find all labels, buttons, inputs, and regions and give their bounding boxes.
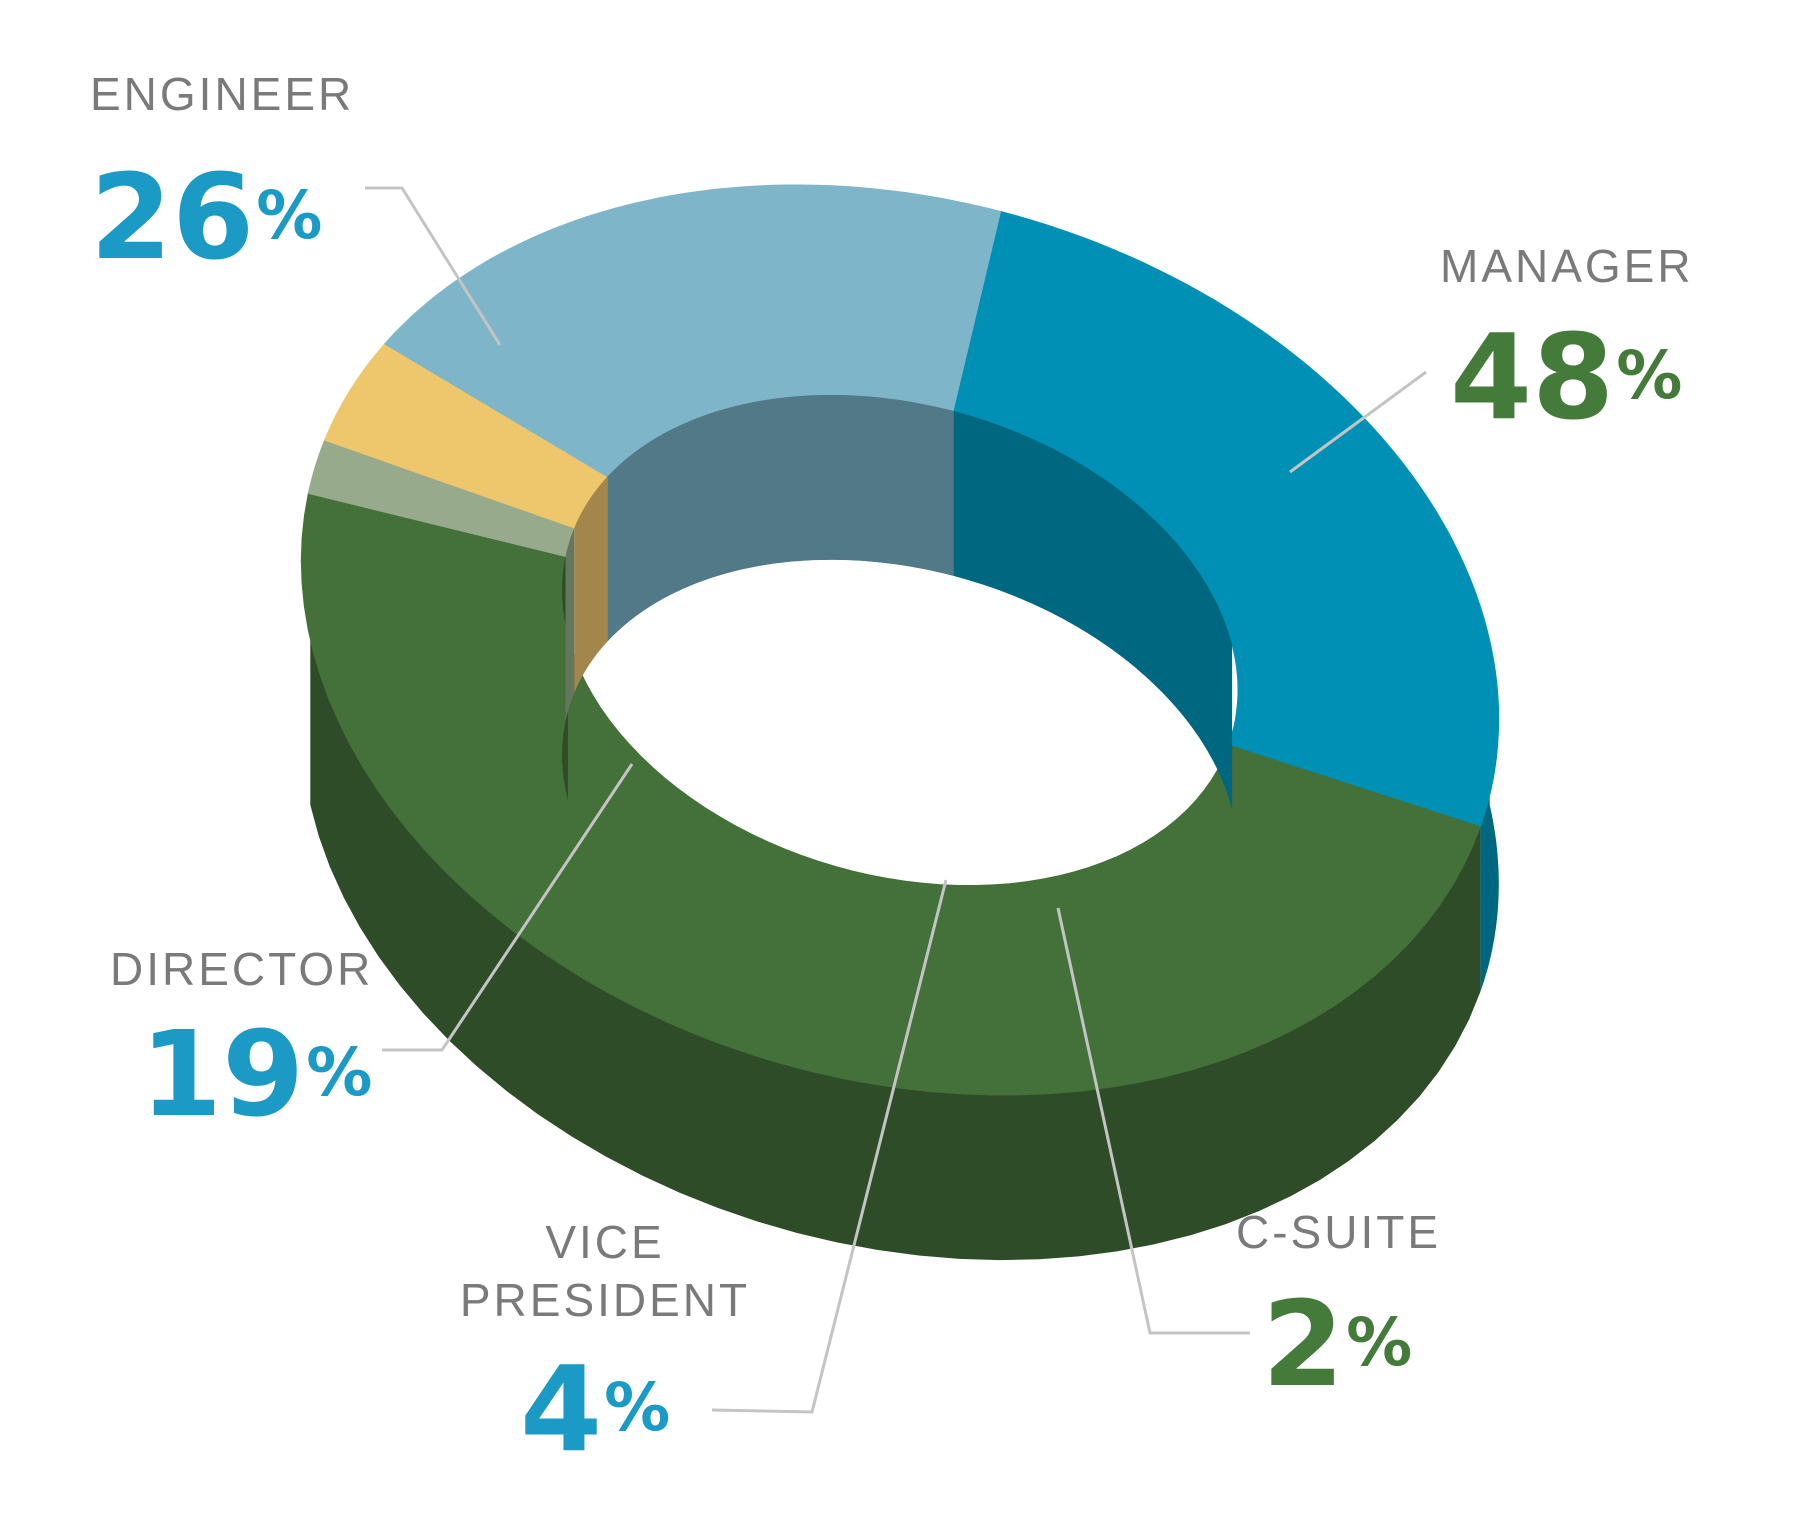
hole-opening	[562, 560, 1238, 885]
donut-hole	[562, 394, 1238, 885]
leader-engineer	[365, 186, 502, 346]
leader-director	[382, 763, 634, 1052]
hole-wall-c-suite	[565, 528, 575, 722]
hole-wall-director	[607, 394, 954, 642]
label-value-engineer: 26%	[90, 148, 322, 286]
side-manager	[310, 640, 1481, 1261]
leader-c-suite	[1056, 907, 1250, 1335]
label-name-manager: MANAGER	[1440, 240, 1694, 292]
label-value-manager: 48%	[1450, 308, 1682, 446]
label-name-engineer: ENGINEER	[90, 68, 354, 120]
leader-vice-president	[711, 879, 948, 1414]
label-name-c-suite: C-SUITE	[1236, 1206, 1441, 1258]
hole-wall-vice-president	[574, 476, 608, 693]
label-value-director: 19%	[140, 1005, 372, 1143]
hole-wall-engineer	[953, 410, 1233, 810]
label-value-vice-president: 4%	[520, 1340, 670, 1478]
label-value-c-suite: 2%	[1262, 1275, 1412, 1413]
slice-labels: ENGINEER 26% MANAGER 48% C-SUITE 2% VICE PRESID…	[90, 68, 1694, 1478]
leader-manager	[1289, 370, 1427, 474]
hole-wall-manager	[562, 556, 568, 801]
label-name-vice-president: VICE PRESIDENT	[460, 1216, 750, 1326]
label-name-director: DIRECTOR	[110, 943, 373, 995]
leader-lines	[365, 186, 1427, 1414]
